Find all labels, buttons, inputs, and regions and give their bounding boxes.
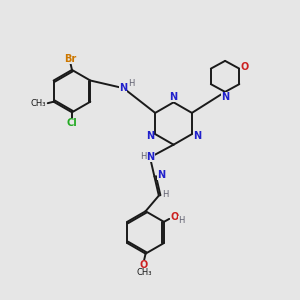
Text: O: O — [241, 62, 249, 72]
Text: N: N — [193, 131, 201, 141]
Text: O: O — [140, 260, 148, 270]
Text: H: H — [140, 152, 147, 161]
Text: H: H — [162, 190, 169, 199]
Text: N: N — [146, 131, 154, 141]
Text: H: H — [178, 216, 184, 225]
Text: Cl: Cl — [67, 118, 77, 128]
Text: Br: Br — [64, 54, 76, 64]
Text: N: N — [169, 92, 178, 102]
Text: H: H — [128, 79, 135, 88]
Text: CH₃: CH₃ — [31, 99, 46, 108]
Text: N: N — [221, 92, 229, 102]
Text: N: N — [146, 152, 155, 162]
Text: N: N — [119, 83, 127, 93]
Text: CH₃: CH₃ — [136, 268, 152, 277]
Text: N: N — [157, 170, 165, 180]
Text: O: O — [170, 212, 178, 222]
